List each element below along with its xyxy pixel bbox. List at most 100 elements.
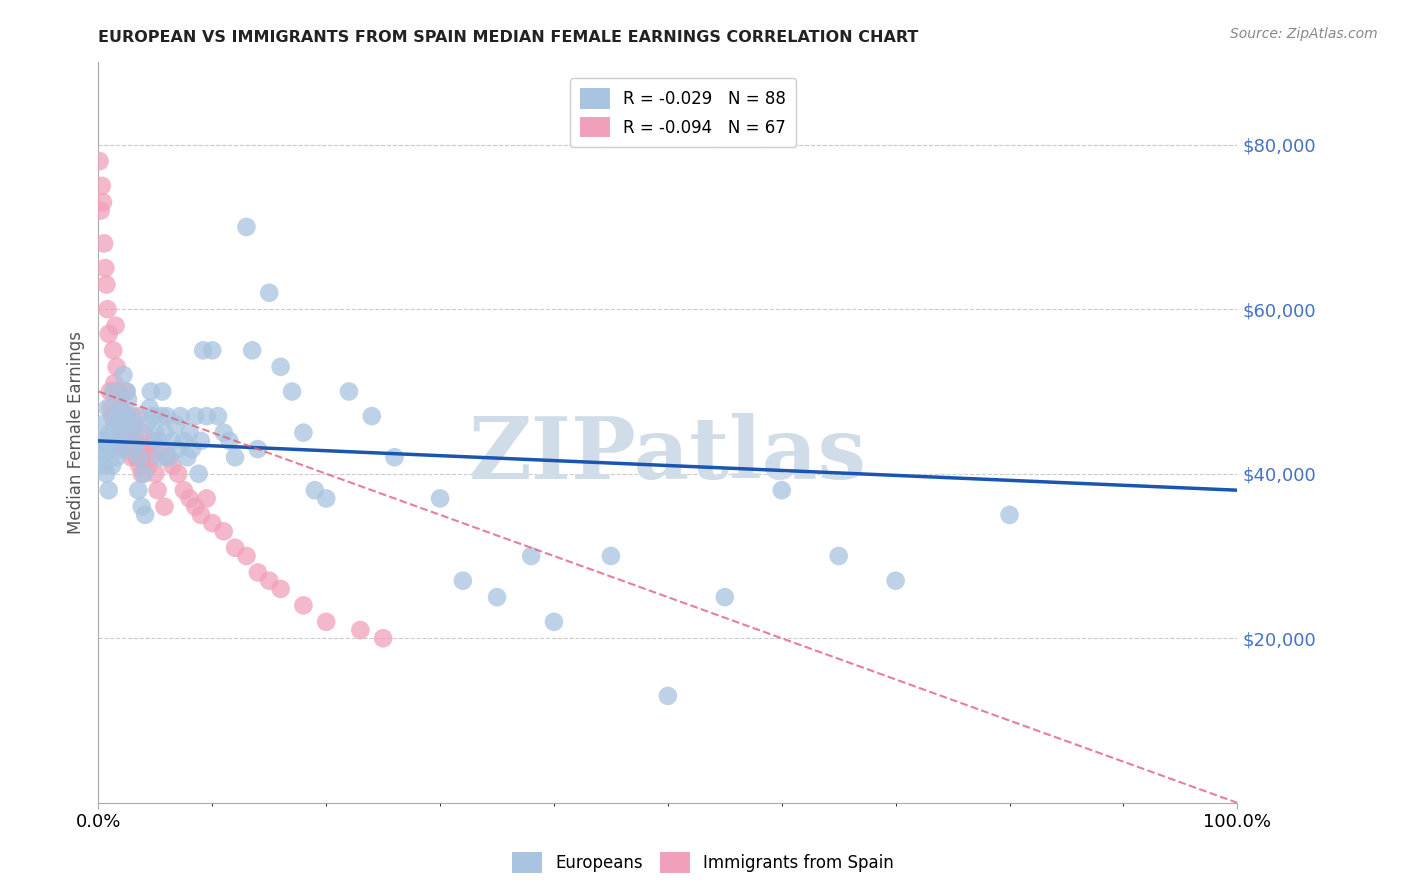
- Point: [156, 450, 179, 465]
- Point: [145, 467, 167, 481]
- Point: [270, 359, 292, 374]
- Point: [105, 450, 128, 465]
- Point: [124, 434, 146, 448]
- Point: [224, 541, 246, 555]
- Point: [96, 302, 118, 317]
- Point: [770, 483, 793, 498]
- Point: [176, 450, 198, 465]
- Point: [600, 549, 623, 563]
- Point: [138, 458, 160, 473]
- Point: [112, 368, 135, 382]
- Point: [165, 417, 187, 432]
- Point: [187, 467, 209, 481]
- Point: [129, 442, 152, 456]
- Point: [157, 450, 180, 465]
- Y-axis label: Median Female Earnings: Median Female Earnings: [66, 331, 84, 534]
- Point: [190, 434, 212, 448]
- Point: [118, 434, 141, 448]
- Point: [131, 467, 153, 481]
- Point: [103, 343, 125, 358]
- Point: [486, 590, 509, 604]
- Point: [193, 343, 215, 358]
- Point: [146, 434, 169, 448]
- Point: [132, 467, 155, 481]
- Point: [138, 401, 160, 415]
- Point: [292, 599, 315, 613]
- Point: [149, 450, 172, 465]
- Point: [121, 442, 143, 456]
- Point: [179, 491, 201, 506]
- Point: [112, 425, 135, 440]
- Point: [201, 343, 224, 358]
- Point: [91, 195, 114, 210]
- Point: [167, 442, 190, 456]
- Point: [337, 384, 360, 399]
- Point: [100, 401, 122, 415]
- Point: [127, 450, 149, 465]
- Point: [828, 549, 851, 563]
- Point: [103, 417, 125, 432]
- Point: [127, 409, 149, 424]
- Point: [117, 417, 139, 432]
- Point: [281, 384, 304, 399]
- Point: [101, 458, 124, 473]
- Point: [103, 384, 125, 399]
- Point: [179, 425, 201, 440]
- Point: [104, 434, 127, 448]
- Point: [121, 409, 143, 424]
- Point: [91, 442, 114, 456]
- Point: [212, 425, 235, 440]
- Point: [142, 434, 165, 448]
- Point: [315, 491, 337, 506]
- Point: [114, 384, 136, 399]
- Point: [128, 450, 150, 465]
- Point: [235, 219, 257, 234]
- Point: [304, 483, 326, 498]
- Point: [111, 434, 134, 448]
- Point: [998, 508, 1021, 522]
- Point: [132, 425, 155, 440]
- Point: [100, 442, 122, 456]
- Point: [180, 442, 202, 456]
- Point: [190, 508, 212, 522]
- Point: [89, 154, 111, 169]
- Point: [224, 450, 246, 465]
- Point: [150, 442, 173, 456]
- Point: [108, 425, 131, 440]
- Point: [315, 615, 337, 629]
- Text: Source: ZipAtlas.com: Source: ZipAtlas.com: [1230, 27, 1378, 41]
- Point: [124, 417, 146, 432]
- Point: [114, 442, 136, 456]
- Point: [94, 434, 117, 448]
- Point: [139, 384, 162, 399]
- Point: [714, 590, 737, 604]
- Point: [90, 178, 112, 193]
- Point: [101, 409, 124, 424]
- Point: [543, 615, 565, 629]
- Point: [246, 566, 269, 580]
- Point: [90, 450, 112, 465]
- Point: [212, 524, 235, 539]
- Point: [349, 623, 371, 637]
- Point: [429, 491, 451, 506]
- Point: [162, 434, 184, 448]
- Point: [146, 483, 169, 498]
- Point: [520, 549, 543, 563]
- Point: [128, 458, 150, 473]
- Point: [259, 285, 281, 300]
- Point: [115, 384, 138, 399]
- Point: [90, 203, 112, 218]
- Point: [120, 450, 142, 465]
- Point: [270, 582, 292, 596]
- Point: [98, 425, 121, 440]
- Point: [98, 384, 121, 399]
- Point: [108, 401, 131, 415]
- Point: [118, 425, 141, 440]
- Point: [153, 500, 176, 514]
- Point: [201, 516, 224, 530]
- Point: [142, 409, 165, 424]
- Point: [90, 417, 112, 432]
- Point: [107, 409, 129, 424]
- Point: [110, 417, 132, 432]
- Point: [122, 425, 145, 440]
